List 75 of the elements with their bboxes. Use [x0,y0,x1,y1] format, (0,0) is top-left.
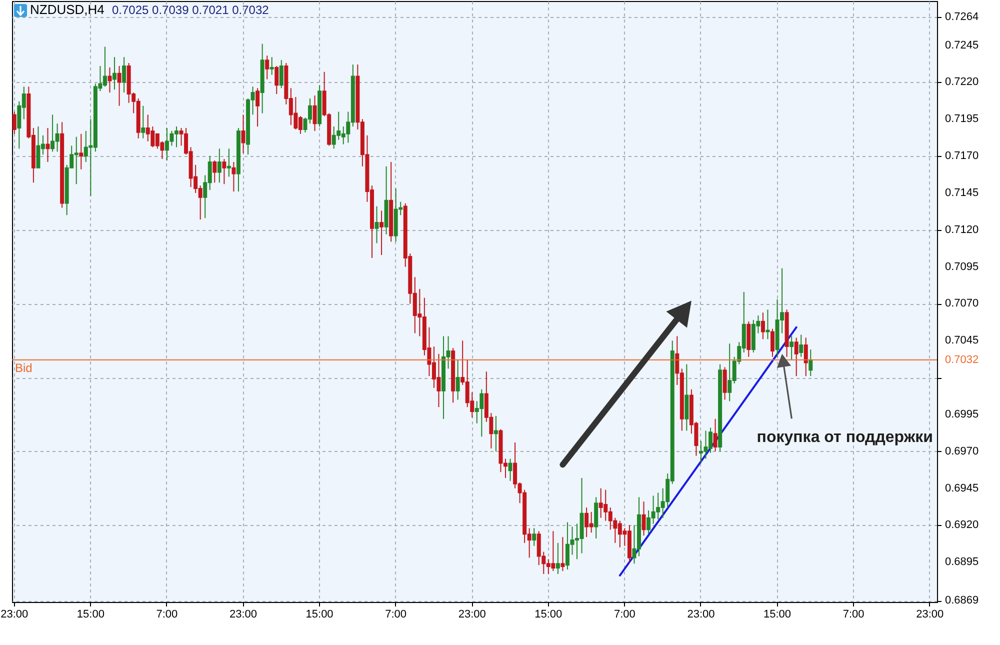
candlestick [270,56,274,76]
y-tick-label: 0.7120 [945,224,979,236]
chart-subtitle: 0.7025 0.7039 0.7021 0.7032 [112,3,270,17]
candlestick [794,337,798,377]
candlestick [46,127,50,162]
candlestick [117,65,122,106]
candlestick [808,348,813,377]
candlestick [508,458,512,482]
candlestick [265,55,270,80]
ref-line-label: Bid [15,360,32,375]
chart-title: NZDUSD,H4 [30,2,104,17]
candlestick [642,501,646,536]
candlestick [790,336,794,360]
candlestick [12,111,16,134]
annotation: покупка от поддержки [756,429,933,446]
x-tick-label: 15:00 [534,608,562,620]
candlestick [256,88,260,128]
y-tick-label: 0.6970 [945,445,979,458]
candlestick [713,418,718,452]
x-tick-label: 23:00 [0,608,28,620]
y-tick-label: 0.7264 [945,11,979,24]
candlestick [760,312,765,340]
candlestick [226,148,231,178]
candlestick [556,542,560,574]
x-tick-label: 15:00 [764,608,792,620]
candlestick [212,160,217,184]
x-tick-label: 7:00 [385,608,407,620]
x-tick-label: 23:00 [229,608,258,620]
candlestick [279,60,284,89]
y-tick-label: 0.6945 [945,482,979,494]
candlestick [108,66,112,94]
candlestick [560,536,565,572]
candlestick [380,210,384,256]
candlestick [122,56,126,94]
candlestick [804,337,808,377]
y-tick-label: 0.7045 [945,334,979,347]
candlestick [766,309,770,340]
y-tick-label: 0.7170 [945,150,979,162]
candlestick [494,415,498,452]
candlestick [770,328,775,358]
candlestick [456,359,460,400]
y-tick-label: 0.6995 [945,408,979,420]
candlestick [722,366,727,400]
candlestick [799,334,804,358]
candlestick [274,65,279,95]
text: 0.7032 [945,354,979,366]
candlestick [312,95,317,132]
y-tick-label: 0.6920 [945,519,979,532]
candlestick [232,161,236,192]
y-tick-label: 0.7195 [945,113,979,126]
x-tick-label: 15:00 [306,608,334,620]
y-tick-label: 0.7245 [945,39,979,52]
x-tick-label: 23:00 [458,608,486,620]
candlestick [532,528,536,546]
x-tick-label: 23:00 [916,608,944,620]
y-tick-label: 0.7095 [945,260,979,273]
y-tick-label: 0.6895 [945,556,979,568]
x-tick-label: 15:00 [76,608,104,620]
x-tick-label: 7:00 [156,608,178,620]
candlestick [374,206,379,244]
candlestick [222,158,226,185]
x-tick-label: 7:00 [614,608,636,620]
candlestick [79,133,84,170]
y-tick-label: 0.7145 [945,186,979,199]
y-tick-label: 0.6869 [945,594,979,607]
y-tick-label: 0.7220 [945,76,979,88]
candlestick [217,148,222,184]
x-tick-label: 23:00 [687,608,715,620]
candlestick [241,114,246,154]
x-tick-label: 7:00 [842,608,864,620]
candlestick [594,496,598,540]
candlestick [141,105,146,139]
candlestick [684,364,689,432]
candlestick [112,56,117,90]
y-tick-label: 0.7070 [945,298,979,310]
